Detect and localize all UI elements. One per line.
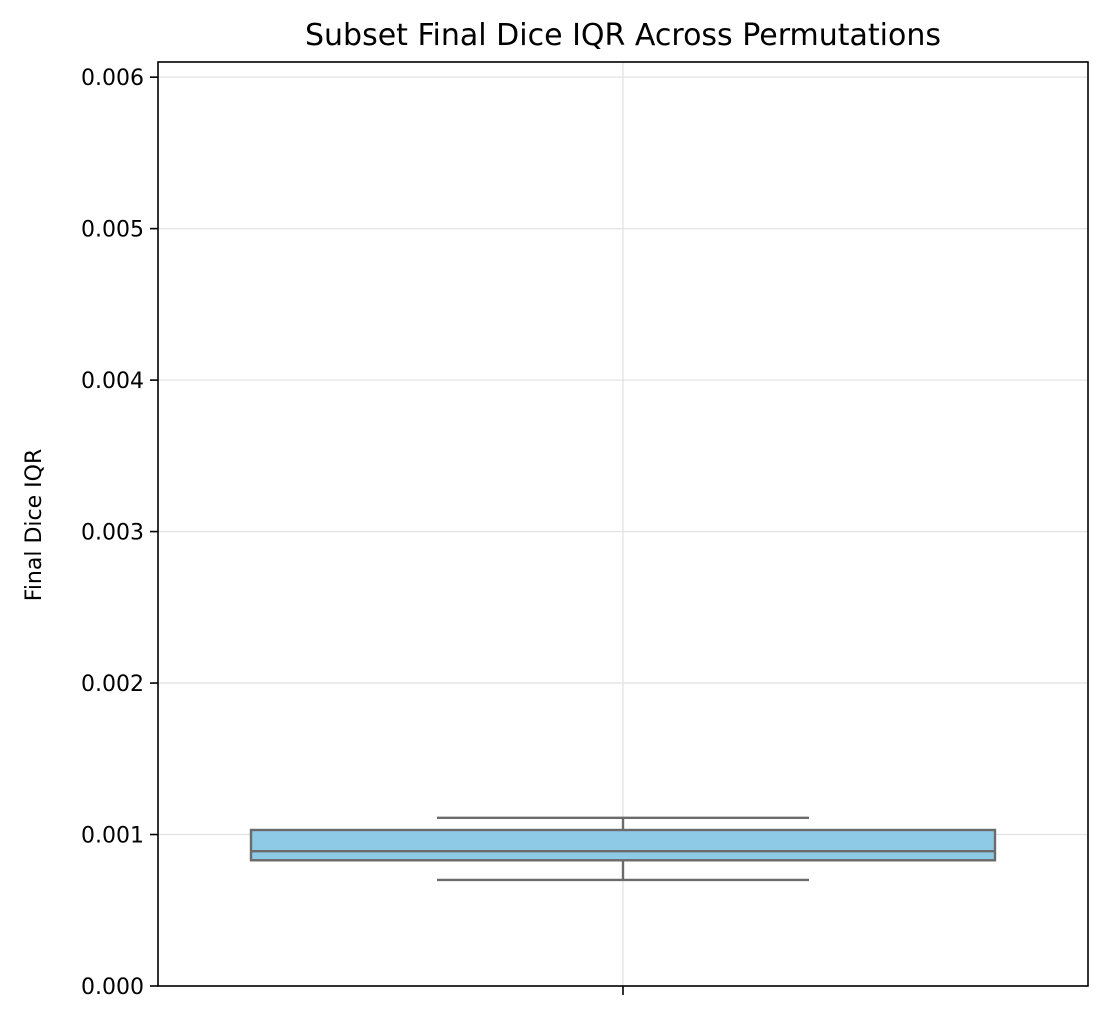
y-tick-label: 0.004 <box>81 369 144 394</box>
box-plot <box>249 816 997 882</box>
y-tick-label: 0.000 <box>81 975 144 1000</box>
y-tick-label: 0.003 <box>81 521 144 546</box>
y-tick-label: 0.006 <box>81 66 144 91</box>
chart-title: Subset Final Dice IQR Across Permutation… <box>305 18 941 53</box>
y-axis-label: Final Dice IQR <box>22 449 47 601</box>
y-tick-label: 0.001 <box>81 824 144 849</box>
y-tick-label: 0.002 <box>81 672 144 697</box>
y-tick-label: 0.005 <box>81 218 144 243</box>
iqr-box <box>249 828 997 862</box>
y-axis-ticks: 0.000 0.001 0.002 0.003 0.004 0.005 0.006 <box>81 66 624 1000</box>
